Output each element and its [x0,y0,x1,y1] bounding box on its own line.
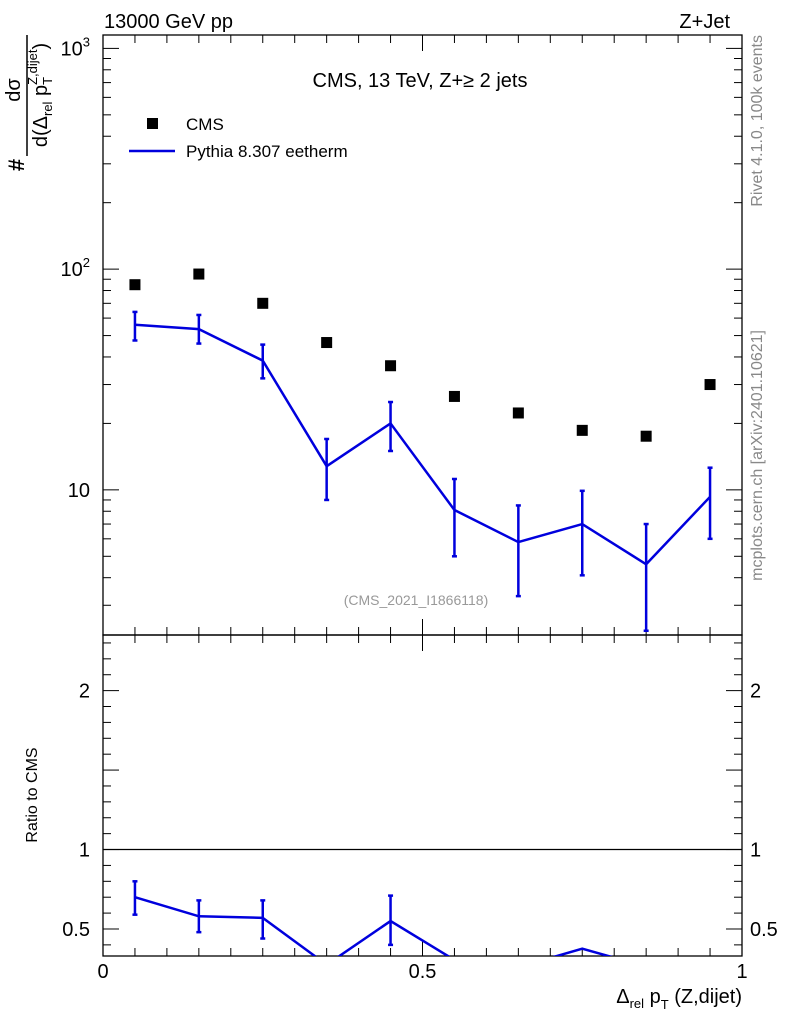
pythia-error-bar [707,466,713,541]
pythia-error-bar [132,310,138,342]
rivet-version-label: Rivet 4.1.0, 100k events [749,35,766,207]
pythia-error-bar [324,437,330,502]
pythia-error-bar [579,489,585,577]
cms-data-point [448,390,460,402]
ratio-error-bar [132,880,138,916]
legend-cms-label: CMS [186,115,224,134]
ratio-line [134,896,613,956]
ratio-error-bar [260,899,266,940]
cms-data-point [704,379,716,391]
header-energy-label: 13000 GeV pp [104,11,233,33]
ratio-tick-labels: 0.5 0.51 12 20 0.5 1 [62,681,778,983]
x-tick-label: 0 [97,961,108,983]
x-tick-label: 1 [736,961,747,983]
top-y-axis-label: # dσ d(Δrel pTZ,dijet) [3,35,55,171]
ratio-y-tick-label-right: 0.5 [750,919,778,941]
x-tick-label: 0.5 [409,961,437,983]
top-y-tick-label: 10 [68,480,90,502]
ratio-y-tick-label-right: 2 [750,681,761,703]
y-label-denominator: d(Δrel pTZ,dijet) [25,43,55,147]
analysis-watermark: (CMS_2021_I1866118) [344,592,489,608]
top-y-tick-labels: 10 102 103 [61,34,90,501]
legend-cms-marker [147,118,158,129]
ratio-y-tick-label-right: 1 [750,840,761,862]
ratio-y-tick-label-left: 2 [79,681,90,703]
legend-pythia-label: Pythia 8.307 eetherm [186,142,348,161]
pythia-error-bar [260,343,266,380]
plot-title: CMS, 13 TeV, Z+≥ 2 jets [313,70,528,92]
ratio-y-tick-label-left: 0.5 [62,919,90,941]
cms-data-point [385,360,397,372]
cms-data-point [640,430,652,442]
cms-data-point [512,407,524,419]
axis-ticks [102,35,743,956]
y-label-dsigma: dσ [3,78,25,102]
cms-data-point [129,279,141,291]
pythia-error-bar [451,477,457,558]
cms-data-point [321,337,333,349]
cms-data-point [193,268,205,280]
cms-data-point [576,424,588,436]
pythia-error-bar [388,400,394,453]
pythia-error-bar [515,504,521,598]
top-y-tick-label: 102 [61,255,90,281]
pythia-line [134,323,711,566]
cms-data-point [257,297,269,309]
ratio-panel-data [103,848,742,956]
ratio-error-bar [388,894,394,947]
mcplots-credit-label: mcplots.cern.ch [arXiv:2401.10621] [749,330,766,581]
ratio-y-tick-label-left: 1 [79,840,90,862]
ratio-y-axis-label: Ratio to CMS [24,747,41,842]
pythia-error-bar [643,522,649,632]
top-y-tick-label: 103 [61,34,90,60]
header-process-label: Z+Jet [679,11,730,33]
top-panel-data [129,268,716,632]
pythia-error-bar [196,313,202,345]
legend: CMS Pythia 8.307 eetherm [129,115,348,161]
ratio-error-bar [196,899,202,934]
y-label-hash: # [4,159,29,171]
x-axis-label: Δrel pT (Z,dijet) [616,986,742,1012]
